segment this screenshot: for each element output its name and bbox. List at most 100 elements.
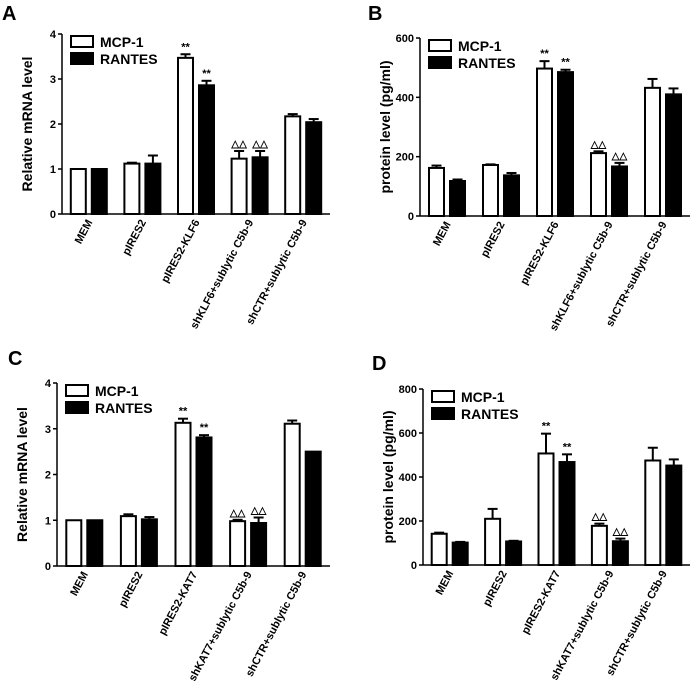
bar-mcp-1 — [177, 56, 194, 215]
x-tick-label: pIRES2-KLF6 — [518, 220, 561, 287]
bar-mcp-1 — [230, 157, 248, 215]
legend-label: RANTES — [458, 55, 516, 71]
y-axis-label: Relative mRNA level — [14, 407, 30, 542]
legend-swatch — [428, 39, 452, 52]
panel-letter: C — [8, 348, 22, 370]
bar-rantes — [140, 518, 158, 568]
bar-mcp-1 — [65, 519, 83, 567]
y-tick-label: 2 — [45, 470, 51, 482]
significance-marker: △△ — [591, 512, 608, 523]
y-tick-label: 4 — [45, 378, 52, 390]
bar-mcp-1 — [174, 421, 192, 567]
legend-label: RANTES — [95, 400, 153, 416]
significance-marker: △△ — [612, 527, 629, 538]
significance-marker: ** — [563, 441, 572, 453]
bar-rantes — [305, 121, 323, 215]
significance-marker: ** — [542, 421, 551, 433]
significance-marker: ** — [202, 68, 211, 80]
bar-rantes — [611, 165, 628, 217]
significance-marker: △△ — [230, 139, 247, 150]
bar-mcp-1 — [590, 524, 608, 567]
y-tick-label: 600 — [396, 33, 414, 45]
y-tick-label: 0 — [408, 211, 414, 223]
y-tick-label: 0 — [411, 560, 417, 572]
x-tick-label: MEM — [431, 220, 454, 248]
significance-marker: ** — [179, 406, 188, 418]
x-tick-label: shCTR+sublytic C5b-9 — [604, 220, 670, 329]
y-tick-label: 400 — [399, 472, 417, 484]
panel-b: B 0 200 400 600 protein level (pg/ml) MEM pIRES… — [368, 3, 690, 333]
x-tick-label: pIRES2 — [481, 569, 510, 609]
legend-swatch — [70, 35, 94, 48]
x-tick-label: shCTR+sublytic C5b-9 — [244, 218, 310, 327]
bar-rantes — [250, 521, 268, 567]
bar-rantes — [611, 540, 629, 566]
bar-mcp-1 — [119, 515, 137, 568]
bar-rantes — [304, 450, 322, 567]
y-tick-label: 1 — [50, 164, 56, 176]
significance-marker: ** — [181, 41, 190, 53]
y-tick-label: 0 — [45, 561, 51, 573]
panel-letter: D — [372, 353, 386, 375]
y-tick-label: 4 — [50, 29, 57, 41]
bar-mcp-1 — [229, 520, 247, 567]
y-tick-label: 3 — [50, 74, 56, 86]
significance-marker: ** — [561, 57, 570, 69]
y-tick-label: 1 — [45, 515, 51, 527]
bar-rantes — [451, 541, 469, 566]
y-axis-label: Relative mRNA level — [19, 57, 35, 192]
y-axis-label: protein level (pg/ml) — [380, 410, 396, 543]
x-tick-label: shCTR+sublytic C5b-9 — [244, 570, 310, 679]
x-tick-label: shKAT7+sublytic C5b-9 — [549, 569, 617, 683]
bar-mcp-1 — [484, 517, 502, 566]
legend-label: MCP-1 — [95, 383, 139, 399]
panel-letter: A — [2, 3, 16, 25]
panel-a: A 0 1 2 3 4 Relative mRNA level MEM pIRES2 ** ** pI… — [2, 3, 330, 331]
y-tick-label: 600 — [399, 428, 417, 440]
bar-rantes — [665, 464, 683, 566]
bar-rantes — [449, 179, 466, 217]
bar-mcp-1 — [283, 422, 301, 567]
legend-swatch — [65, 384, 89, 397]
bar-rantes — [195, 436, 213, 567]
y-tick-label: 200 — [399, 516, 417, 528]
legend-swatch — [65, 401, 89, 414]
bar-rantes — [558, 461, 576, 567]
x-tick-label: shKAT7+sublytic C5b-9 — [187, 570, 255, 684]
panel-c: C 0 1 2 3 4 Relative mRNA level MEM pIRES2 ** ** pI… — [8, 348, 330, 683]
legend-label: MCP-1 — [100, 34, 144, 50]
x-tick-label: MEM — [434, 569, 457, 597]
y-tick-label: 400 — [396, 92, 414, 104]
bar-mcp-1 — [284, 115, 302, 215]
x-tick-label: pIRES2 — [479, 220, 508, 260]
bar-mcp-1 — [537, 452, 555, 566]
bar-mcp-1 — [536, 67, 553, 217]
panel-letter: B — [368, 3, 382, 25]
bar-mcp-1 — [69, 168, 87, 215]
x-tick-label: MEM — [73, 218, 96, 246]
x-tick-label: pIRES2 — [120, 218, 149, 258]
legend-label: RANTES — [461, 406, 519, 422]
significance-marker: △△ — [590, 139, 607, 150]
bar-rantes — [251, 156, 269, 216]
bar-rantes — [144, 162, 162, 216]
bar-mcp-1 — [428, 166, 445, 218]
x-tick-label: pIRES2-KAT7 — [520, 569, 564, 637]
significance-marker: ** — [200, 422, 209, 434]
x-tick-label: shCTR+sublytic C5b-9 — [604, 569, 670, 678]
significance-marker: △△ — [229, 508, 246, 519]
legend-label: MCP-1 — [461, 389, 505, 405]
bar-rantes — [86, 519, 104, 567]
y-tick-label: 200 — [396, 152, 414, 164]
legend-swatch — [431, 390, 455, 403]
y-tick-label: 800 — [399, 384, 417, 396]
x-tick-label: shKLF6+sublytic C5b-9 — [548, 220, 616, 333]
x-tick-label: shKLF6+sublytic C5b-9 — [188, 218, 256, 331]
y-tick-label: 3 — [45, 424, 51, 436]
legend-swatch — [431, 407, 455, 420]
panel-d: D 0 200 400 600 800 protein level (pg/ml) MEM pI… — [372, 353, 690, 682]
significance-marker: △△ — [250, 506, 267, 517]
bar-mcp-1 — [644, 459, 662, 566]
legend-label: MCP-1 — [458, 38, 502, 54]
